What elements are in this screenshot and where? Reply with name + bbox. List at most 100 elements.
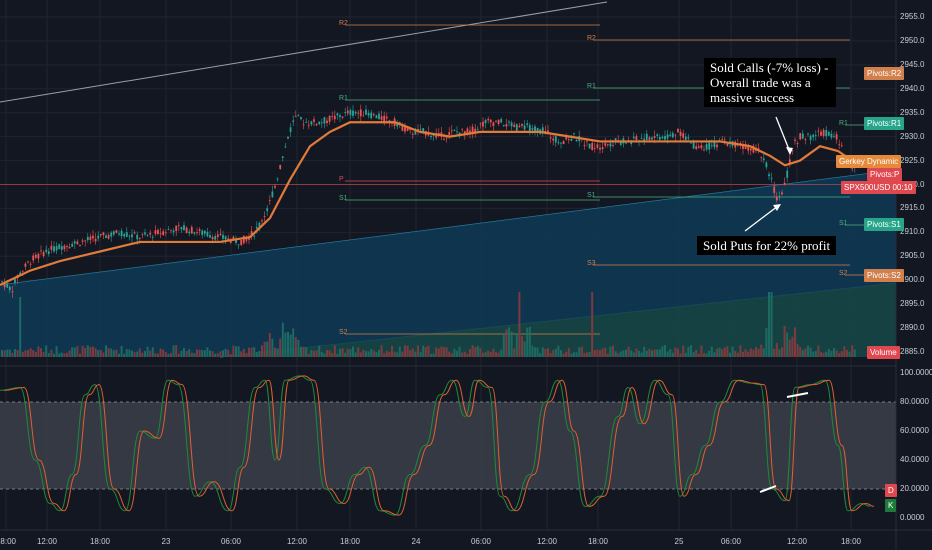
candle-body bbox=[674, 134, 677, 136]
badge-volume[interactable]: Volume bbox=[867, 346, 900, 359]
candle-body bbox=[310, 121, 313, 125]
candle-body bbox=[799, 133, 802, 140]
candle-body bbox=[515, 124, 518, 131]
volume-bar bbox=[804, 348, 807, 357]
volume-bar bbox=[843, 346, 846, 357]
sold-calls-arrowhead bbox=[786, 147, 793, 155]
volume-bar bbox=[47, 353, 50, 357]
volume-bar bbox=[770, 292, 773, 357]
badge-pivots-s1[interactable]: Pivots:S1 bbox=[864, 218, 904, 231]
volume-bar bbox=[245, 353, 248, 357]
candle-body bbox=[349, 110, 352, 116]
price-tick-label: 2890.0 bbox=[900, 323, 925, 333]
volume-bar bbox=[687, 346, 690, 357]
volume-bar bbox=[651, 350, 653, 357]
volume-bar bbox=[731, 346, 734, 357]
volume-bar bbox=[60, 352, 63, 357]
candle-body bbox=[196, 232, 198, 234]
candle-body bbox=[502, 124, 505, 126]
badge-gerkey-dynamic[interactable]: Gerkey Dynamic bbox=[836, 155, 902, 168]
candle-body bbox=[203, 230, 206, 234]
volume-bar bbox=[235, 346, 237, 357]
candle-body bbox=[656, 134, 659, 136]
volume-bar bbox=[131, 350, 133, 357]
volume-bar bbox=[721, 349, 724, 357]
volume-bar bbox=[440, 346, 443, 357]
candle-body bbox=[796, 143, 799, 144]
volume-bar bbox=[362, 349, 365, 357]
time-tick-label: 18:00 bbox=[587, 537, 609, 546]
pivot-label-s2: S2 bbox=[339, 329, 348, 336]
sold-calls-annotation: Sold Calls (-7% loss) - Overall trade wa… bbox=[704, 58, 836, 107]
volume-bar bbox=[318, 345, 321, 357]
volume-bar bbox=[827, 349, 830, 357]
candle-body bbox=[635, 136, 638, 140]
volume-bar bbox=[154, 353, 157, 357]
oscillator-tick-label: 20.0000 bbox=[900, 484, 929, 493]
candle-body bbox=[297, 115, 300, 117]
badge-pivots-r2[interactable]: Pivots:R2 bbox=[864, 67, 905, 80]
volume-bar bbox=[443, 347, 445, 357]
volume-bar bbox=[588, 351, 591, 357]
volume-bar bbox=[484, 352, 487, 357]
candle-body bbox=[167, 229, 170, 230]
candle-body bbox=[513, 124, 516, 128]
volume-bar bbox=[643, 346, 646, 357]
candle-body bbox=[320, 122, 323, 124]
upper-trendline[interactable] bbox=[0, 1, 608, 103]
volume-bar bbox=[840, 351, 843, 357]
volume-bar bbox=[526, 327, 529, 357]
candle-body bbox=[671, 133, 674, 138]
candle-body bbox=[3, 283, 6, 288]
candle-body bbox=[128, 235, 131, 237]
volume-bar bbox=[458, 346, 461, 357]
volume-bar bbox=[788, 339, 791, 357]
volume-bar bbox=[292, 328, 295, 357]
volume-bar bbox=[604, 347, 607, 357]
candlesticks bbox=[1, 104, 856, 298]
candle-body bbox=[66, 246, 68, 248]
volume-bar bbox=[385, 350, 388, 357]
volume-bar bbox=[55, 346, 58, 357]
candle-body bbox=[692, 142, 695, 149]
volume-bar bbox=[380, 345, 383, 357]
volume-bar bbox=[479, 348, 482, 357]
candle-body bbox=[245, 236, 248, 241]
candle-body bbox=[175, 225, 178, 232]
candle-body bbox=[271, 191, 274, 198]
candle-body bbox=[781, 192, 783, 195]
price-tick-label: 2900.0 bbox=[900, 275, 925, 285]
badge-pivots-r1[interactable]: Pivots:R1 bbox=[864, 117, 905, 130]
candle-body bbox=[562, 141, 565, 145]
volume-bar bbox=[723, 347, 726, 357]
price-tick-label: 2955.0 bbox=[900, 12, 925, 21]
candle-body bbox=[703, 149, 705, 151]
candle-body bbox=[263, 216, 266, 217]
candle-body bbox=[81, 240, 84, 242]
osc-badge-d[interactable]: D bbox=[885, 484, 897, 497]
candle-body bbox=[778, 196, 781, 197]
badge-pivots-s2[interactable]: Pivots:S2 bbox=[864, 269, 904, 282]
volume-bar bbox=[313, 350, 315, 357]
candle-body bbox=[453, 130, 456, 131]
candle-body bbox=[170, 229, 172, 231]
volume-bar bbox=[253, 347, 256, 357]
osc-badge-k[interactable]: K bbox=[885, 499, 897, 512]
volume-bar bbox=[656, 349, 659, 357]
volume-bar bbox=[648, 348, 651, 357]
volume-bar bbox=[263, 341, 266, 357]
candle-body bbox=[747, 146, 750, 151]
candle-body bbox=[804, 139, 807, 140]
volume-bar bbox=[822, 352, 825, 357]
volume-bar bbox=[333, 345, 336, 357]
candle-body bbox=[682, 133, 685, 138]
volume-bar bbox=[86, 345, 89, 357]
pivot-label-s1: S1 bbox=[339, 195, 348, 202]
volume-bar bbox=[848, 351, 851, 357]
volume-bar bbox=[398, 346, 401, 357]
volume-bar bbox=[268, 332, 271, 357]
candle-body bbox=[435, 134, 438, 138]
badge-spx500usd[interactable]: SPX500USD 00:10 bbox=[841, 181, 916, 194]
badge-pivots-p[interactable]: Pivots:P bbox=[867, 168, 903, 181]
candle-body bbox=[274, 185, 276, 188]
